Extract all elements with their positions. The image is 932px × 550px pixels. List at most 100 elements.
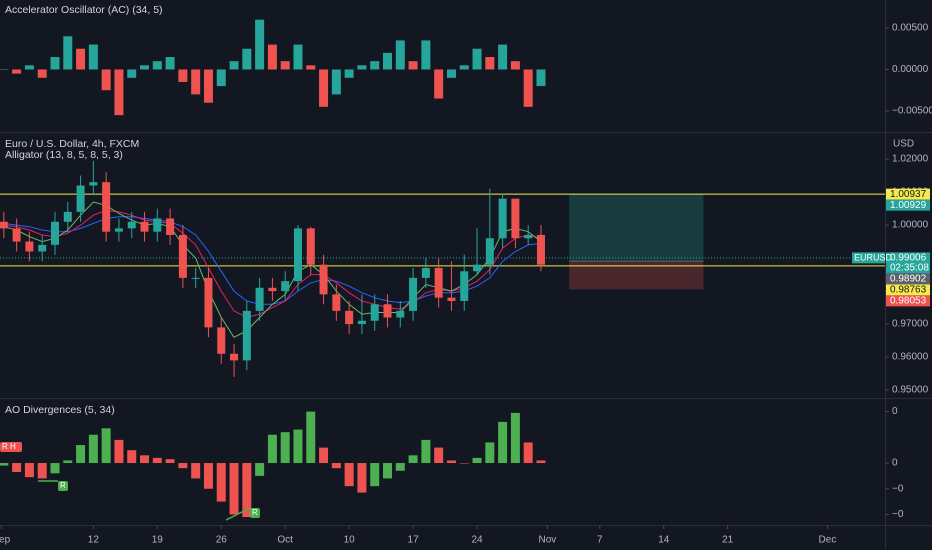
divergence-badge <box>0 442 22 452</box>
histogram-bar <box>472 48 482 70</box>
histogram-bar <box>140 65 150 70</box>
histogram-bar <box>165 57 175 70</box>
histogram-bar <box>0 463 9 466</box>
histogram-bar <box>293 429 303 464</box>
candle-body <box>12 228 21 242</box>
histogram-bar <box>408 455 418 464</box>
histogram-bar <box>498 44 508 70</box>
y-tick-label: 0.96000 <box>892 352 929 363</box>
x-tick-label: 19 <box>152 535 164 546</box>
candle-body <box>421 267 430 278</box>
histogram-bar <box>331 69 341 95</box>
histogram-bar <box>523 69 533 107</box>
histogram-bar <box>114 439 124 464</box>
divergence-line <box>225 507 251 521</box>
histogram-bar <box>331 463 341 469</box>
histogram-bar <box>88 44 98 70</box>
histogram-bar <box>165 459 175 464</box>
x-tick-label: 12 <box>88 535 100 546</box>
candle-body <box>447 297 456 301</box>
candle-body <box>191 277 200 279</box>
y-tick-label: 1.00000 <box>892 220 929 231</box>
candle-body <box>460 271 469 301</box>
histogram-bar <box>395 463 405 471</box>
histogram-bar <box>127 69 137 78</box>
candle-body <box>217 327 226 354</box>
histogram-bar <box>434 447 444 464</box>
histogram-bar <box>344 463 354 487</box>
histogram-bar <box>536 69 546 87</box>
candle-body <box>50 221 59 245</box>
histogram-bar <box>280 61 290 70</box>
histogram-bar <box>216 463 226 502</box>
candle-body <box>63 211 72 222</box>
symbol-label: EURUSD <box>854 252 893 262</box>
x-tick-label: 14 <box>658 535 670 546</box>
histogram-bar <box>178 69 188 82</box>
histogram-bar <box>37 463 47 479</box>
histogram-bar <box>127 450 137 464</box>
y-tick-label: 0.00000 <box>892 64 929 75</box>
y-tick-label: 0.95000 <box>892 385 929 396</box>
candle-body <box>473 264 482 272</box>
histogram-bar <box>357 463 367 493</box>
histogram-bar <box>306 411 316 464</box>
price-tag <box>886 284 930 296</box>
price-tag <box>886 199 930 211</box>
candle-body <box>102 182 111 232</box>
ac-title: Accelerator Oscillator (AC) (34, 5) <box>5 4 163 16</box>
price-tag-label: 0.98902 <box>890 274 927 285</box>
price-tag <box>886 295 930 307</box>
candle-body <box>511 198 520 239</box>
histogram-bar <box>12 463 22 473</box>
histogram-bar <box>485 442 495 464</box>
y-tick-label: 0 <box>892 458 898 469</box>
histogram-bar <box>76 445 86 464</box>
price-tag <box>886 188 930 200</box>
divergence-badge <box>58 481 68 491</box>
histogram-bar <box>510 412 520 464</box>
currency-label: USD <box>893 139 914 150</box>
histogram-bar <box>76 48 86 70</box>
candle-body <box>76 185 85 212</box>
plot-layer: 0.00500 0.00000 −0.00500 0.95000 0.96000 0.97… <box>0 19 932 546</box>
candle-body <box>434 267 443 298</box>
price-tag-label: 1.00937 <box>890 189 927 200</box>
price-tag-label: 0.99006 <box>890 253 927 264</box>
histogram-bar <box>383 463 393 479</box>
candle-body <box>357 320 366 325</box>
candle-body <box>25 241 34 252</box>
y-tick-label: 0.97000 <box>892 319 929 330</box>
histogram-bar <box>178 463 188 469</box>
histogram-bar <box>63 36 73 70</box>
histogram-bar <box>536 460 546 464</box>
candle-body <box>153 218 162 232</box>
candle-body <box>204 277 213 328</box>
histogram-bar <box>434 69 444 99</box>
histogram-bar <box>88 434 98 464</box>
alligator-title: Alligator (13, 8, 5, 8, 5, 3) <box>5 149 123 161</box>
y-tick-label: 0.00500 <box>892 23 929 34</box>
candle-body <box>396 310 405 318</box>
y-tick-label: −0.00500 <box>892 106 932 117</box>
x-tick-label: 24 <box>471 535 483 546</box>
candle-body <box>268 287 277 292</box>
candle-body <box>230 353 239 361</box>
histogram-bar <box>101 69 111 91</box>
histogram-bar <box>344 69 354 78</box>
histogram-bar <box>152 61 162 70</box>
x-tick-label: Nov <box>538 535 556 546</box>
x-tick-label: 26 <box>216 535 228 546</box>
histogram-bar <box>267 434 277 464</box>
candle-body <box>114 228 123 232</box>
divergence-label: R <box>60 481 66 490</box>
price-tag <box>886 252 930 274</box>
histogram-bar <box>203 463 213 489</box>
histogram-bar <box>255 463 265 476</box>
candle-body <box>485 238 494 265</box>
histogram-bar <box>152 457 162 464</box>
candle-body <box>281 281 290 292</box>
x-tick-label: 17 <box>408 535 420 546</box>
candle-body <box>293 228 302 282</box>
